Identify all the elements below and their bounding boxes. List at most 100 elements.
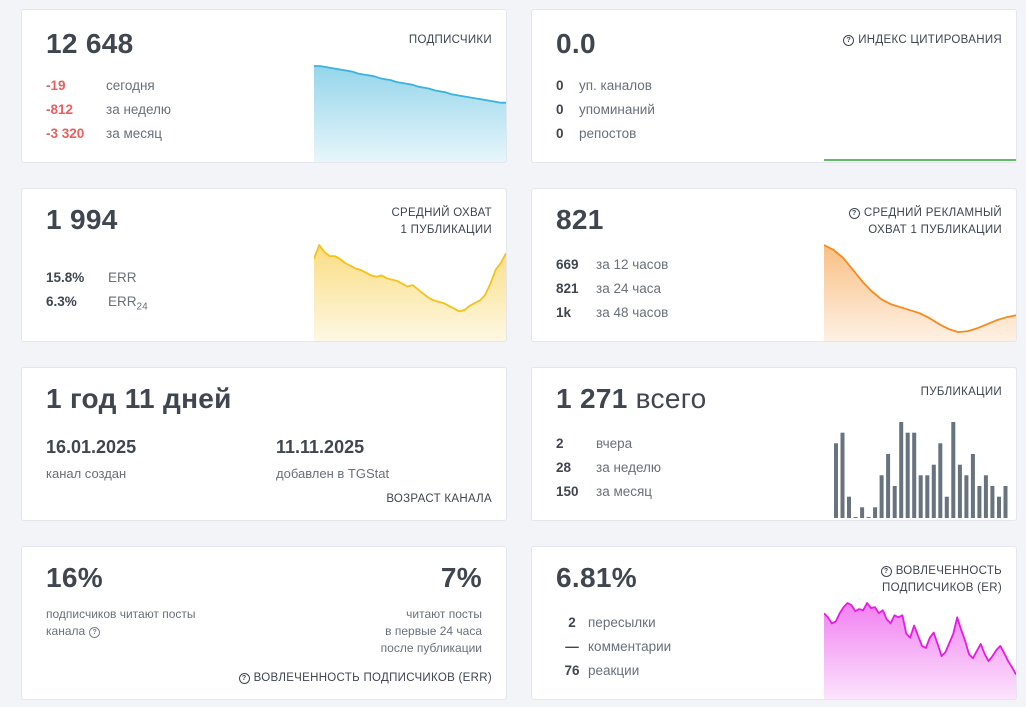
citation-header-label: ИНДЕКС ЦИТИРОВАНИЯ <box>858 34 1002 46</box>
stat-label: за месяц <box>106 126 163 141</box>
bar[interactable] <box>918 475 923 518</box>
stat-label: за 12 часов <box>596 257 669 272</box>
ad-reach-header-line1: СРЕДНИЙ РЕКЛАМНЫЙ <box>863 207 1002 219</box>
bar[interactable] <box>912 432 917 518</box>
bar[interactable] <box>977 486 982 518</box>
stat-row: 821 за 24 часа <box>556 277 668 301</box>
reach-stats: 15.8% ERR 6.3% ERR24 <box>46 266 148 314</box>
reach-card[interactable]: 1 994 СРЕДНИЙ ОХВАТ 1 ПУБЛИКАЦИИ 15.8% ER… <box>21 188 507 342</box>
stat-value: 2 <box>568 615 576 630</box>
series-area <box>314 66 506 162</box>
er-header: ? ВОВЛЕЧЕННОСТЬ ПОДПИСЧИКОВ (ER) <box>880 563 1002 597</box>
stat-label: ERR <box>108 270 137 285</box>
help-icon[interactable]: ? <box>848 208 860 219</box>
stat-value: 15.8% <box>46 270 85 285</box>
ad-reach-chart[interactable] <box>824 237 1016 341</box>
help-icon[interactable]: ? <box>238 673 250 684</box>
help-icon[interactable]: ? <box>843 35 855 46</box>
stat-label: упоминаний <box>579 102 655 117</box>
help-icon[interactable]: ? <box>880 566 892 577</box>
posts-total-suffix: всего <box>635 383 707 414</box>
bar[interactable] <box>866 517 871 518</box>
bar[interactable] <box>925 475 930 518</box>
err-card[interactable]: 16% подписчиков читают посты канала? 7% … <box>21 546 507 700</box>
ad-reach-header-line2: ОХВАТ 1 ПУБЛИКАЦИИ <box>868 224 1002 236</box>
stat-value: -812 <box>46 102 74 117</box>
citation-chart[interactable] <box>824 58 1016 162</box>
bar[interactable] <box>990 486 995 518</box>
series-area <box>314 245 506 341</box>
stat-label: уп. каналов <box>579 78 652 93</box>
reach-header-line1: СРЕДНИЙ ОХВАТ <box>391 207 492 219</box>
stat-label: за 48 часов <box>596 305 669 320</box>
created-date: 16.01.2025 <box>46 437 137 457</box>
bar[interactable] <box>957 464 962 518</box>
subscribers-chart[interactable] <box>314 58 506 162</box>
stat-label: за неделю <box>596 460 662 475</box>
stat-row: 0 репостов <box>556 122 655 146</box>
stat-value: 1k <box>556 305 572 320</box>
stat-row: — комментарии <box>556 635 671 659</box>
stat-row: 1k за 48 часов <box>556 301 668 325</box>
bar[interactable] <box>944 496 949 518</box>
posts-card[interactable]: 1 271 всего ПУБЛИКАЦИИ 2 вчера 28 за недел… <box>531 367 1017 521</box>
bar[interactable] <box>853 517 858 518</box>
stat-value: 0 <box>556 126 564 141</box>
bar[interactable] <box>997 496 1001 518</box>
err-right-label-line3: после публикации <box>380 641 482 655</box>
bar[interactable] <box>879 475 884 518</box>
reach-header: СРЕДНИЙ ОХВАТ 1 ПУБЛИКАЦИИ <box>391 205 492 239</box>
bar[interactable] <box>840 432 845 518</box>
stat-row: 0 упоминаний <box>556 98 655 122</box>
bar[interactable] <box>1003 486 1008 518</box>
citation-card[interactable]: 0.0 ? ИНДЕКС ЦИТИРОВАНИЯ 0 уп. каналов 0 уп… <box>531 9 1017 163</box>
bar[interactable] <box>964 475 969 518</box>
help-icon[interactable]: ? <box>89 627 101 638</box>
series-line <box>824 602 1016 675</box>
bar[interactable] <box>892 486 897 518</box>
posts-header: ПУБЛИКАЦИИ <box>920 386 1002 398</box>
created-label: канал создан <box>46 466 127 481</box>
channel-age-footer: ВОЗРАСТ КАНАЛА <box>386 493 492 505</box>
ad-reach-card[interactable]: 821 ? СРЕДНИЙ РЕКЛАМНЫЙ ОХВАТ 1 ПУБЛИКАЦИ… <box>531 188 1017 342</box>
bar[interactable] <box>860 507 865 518</box>
subscribers-card[interactable]: 12 648 ПОДПИСЧИКИ -19 сегодня -812 за неде… <box>21 9 507 163</box>
series-line <box>824 244 1016 333</box>
bar[interactable] <box>886 454 891 518</box>
err-left-label-line2: канала <box>46 624 86 638</box>
bar[interactable] <box>834 443 838 518</box>
stat-value: 0 <box>556 78 564 93</box>
bar[interactable] <box>873 507 878 518</box>
stat-label: вчера <box>596 436 633 451</box>
posts-total-value: 1 271 <box>556 383 628 414</box>
err-left-label: подписчиков читают посты канала? <box>46 606 196 640</box>
stat-label: пересылки <box>588 615 656 630</box>
stat-value: 669 <box>556 257 579 272</box>
reach-chart[interactable] <box>314 237 506 341</box>
er-chart[interactable] <box>824 595 1016 699</box>
err-footer: ? ВОВЛЕЧЕННОСТЬ ПОДПИСЧИКОВ (ERR) <box>238 670 492 687</box>
bar[interactable] <box>905 432 910 518</box>
stat-row: 15.8% ERR <box>46 266 148 290</box>
bar[interactable] <box>938 443 943 518</box>
stat-value: 150 <box>556 484 579 499</box>
subscribers-count: 12 648 <box>46 28 134 59</box>
stat-row: 76 реакции <box>556 659 671 683</box>
stat-value: — <box>565 639 579 654</box>
reach-value: 1 994 <box>46 204 118 235</box>
bar[interactable] <box>951 422 956 518</box>
bar[interactable] <box>931 464 936 518</box>
citation-index-value: 0.0 <box>556 28 596 59</box>
stat-row: 6.3% ERR24 <box>46 290 148 314</box>
posts-bar-chart[interactable] <box>824 416 1016 520</box>
channel-age-card[interactable]: 1 год 11 дней 16.01.2025 канал создан 11… <box>21 367 507 521</box>
ad-reach-value: 821 <box>556 204 604 235</box>
stat-value: 28 <box>556 460 572 475</box>
stat-value: -19 <box>46 78 66 93</box>
stat-value: 0 <box>556 102 564 117</box>
bar[interactable] <box>847 496 851 518</box>
bar[interactable] <box>970 454 975 518</box>
bar[interactable] <box>983 475 988 518</box>
bar[interactable] <box>899 422 904 518</box>
